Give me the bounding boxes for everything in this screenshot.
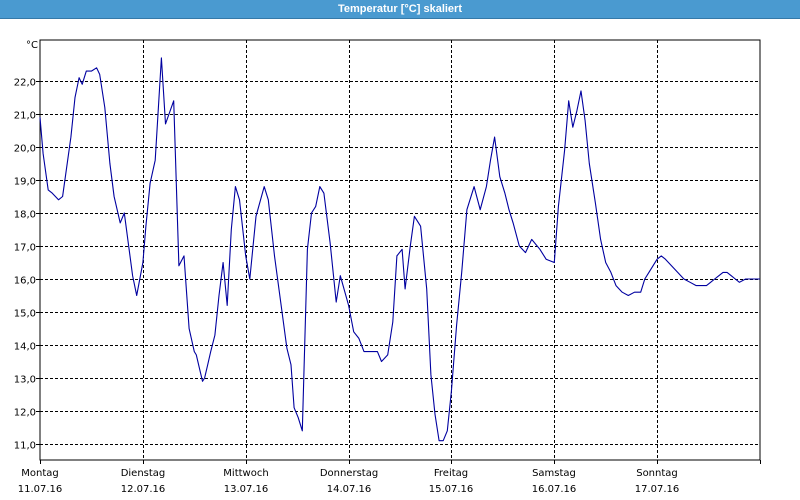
x-tick-label-date: 12.07.16 [121, 484, 166, 495]
y-tick-label: 12,0 [14, 408, 36, 419]
y-tick-label: 15,0 [14, 309, 36, 320]
x-tick-label-day: Dienstag [121, 468, 166, 479]
x-axis: Montag 11.07.16 Dienstag 12.07.16 Mittwoch 13… [18, 460, 761, 495]
x-tick-label-day: Mittwoch [223, 468, 268, 479]
x-tick-label-day: Samstag [532, 468, 576, 479]
x-tick-label-date: 13.07.16 [224, 484, 269, 495]
y-tick-label: 14,0 [14, 342, 36, 353]
x-tick-label-day: Montag [21, 468, 58, 479]
y-tick-label: 11,0 [14, 441, 36, 452]
x-tick-label-date: 16.07.16 [532, 484, 577, 495]
x-tick-label-day: Donnerstag [320, 468, 378, 479]
y-tick-label: 22,0 [14, 78, 36, 89]
y-tick-label: 21,0 [14, 111, 36, 122]
y-axis: 22,0 21,0 20,0 19,0 18,0 17,0 16,0 15,0 14,0 13,0… [14, 78, 40, 452]
y-tick-label: 13,0 [14, 375, 36, 386]
plot-border [39, 39, 761, 461]
x-tick-label-date: 11.07.16 [18, 484, 63, 495]
plot-series [39, 57, 760, 442]
y-tick-label: 17,0 [14, 243, 36, 254]
y-tick-label: 20,0 [14, 144, 36, 155]
x-tick-label-date: 15.07.16 [429, 484, 474, 495]
y-tick-label: 18,0 [14, 210, 36, 221]
x-tick-label-date: 14.07.16 [327, 484, 372, 495]
x-tick-label-date: 17.07.16 [635, 484, 680, 495]
y-tick-label: 16,0 [14, 276, 36, 287]
x-tick-label-day: Sonntag [636, 468, 678, 479]
y-tick-label: 19,0 [14, 177, 36, 188]
x-tick-label-day: Freitag [434, 468, 468, 479]
chart-title: Temperatur [°C] skaliert [337, 3, 462, 15]
chart-title-bar: Temperatur [°C] skaliert [0, 0, 800, 19]
temperature-series-line [39, 57, 760, 442]
plot-frame [39, 39, 761, 461]
chart-grid [40, 40, 760, 460]
y-axis-unit-label: °C [26, 40, 38, 51]
